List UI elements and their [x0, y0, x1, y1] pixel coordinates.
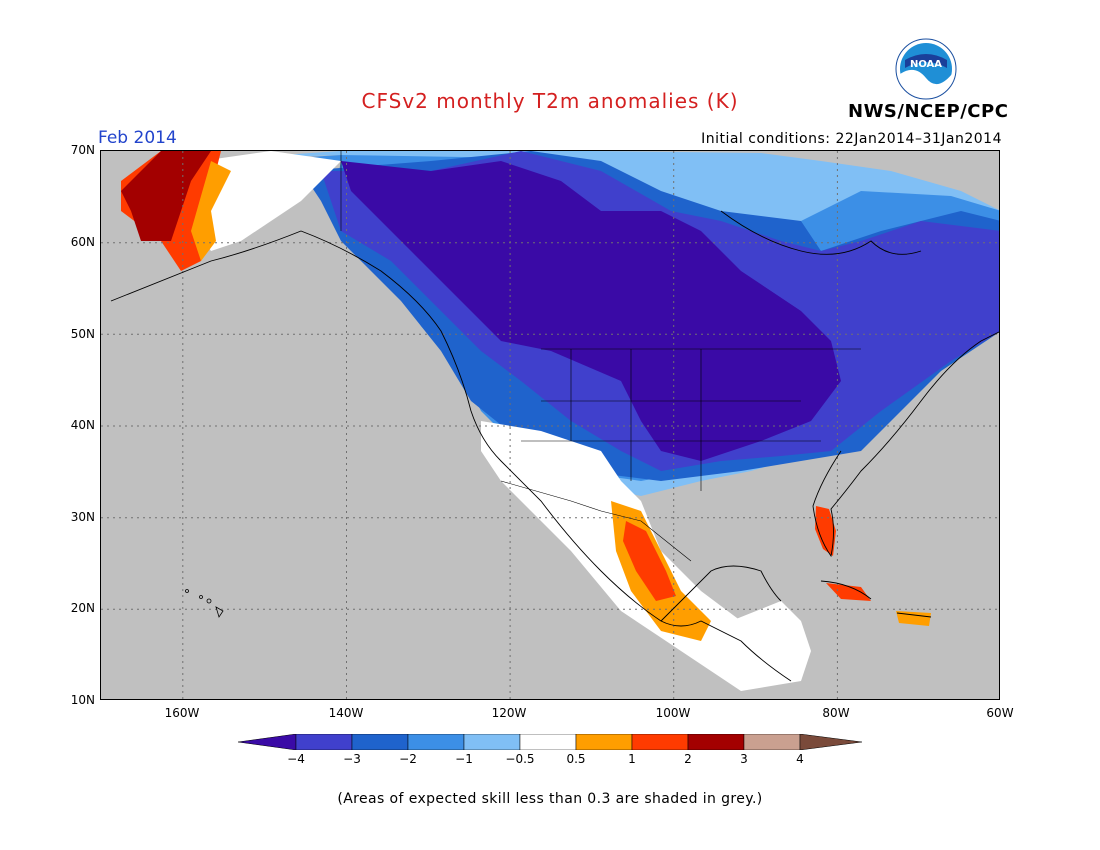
legend-swatch-2-1	[407, 734, 465, 750]
lon-label-160w: 160W	[164, 706, 200, 720]
lon-label-60w: 60W	[986, 706, 1014, 720]
legend-label-p05: 0.5	[566, 752, 586, 766]
noaa-logo: NOAA	[895, 38, 957, 100]
legend-swatch-2-3	[687, 734, 745, 750]
legend-label-p4: 4	[796, 752, 804, 766]
skill-note: (Areas of expected skill less than 0.3 a…	[337, 791, 763, 807]
legend-swatch-1-05	[463, 734, 521, 750]
forecast-month: Feb 2014	[98, 128, 177, 148]
anomaly-region-mexico-warm	[623, 521, 676, 601]
lon-label-140w: 140W	[328, 706, 364, 720]
legend-swatch-3-2	[351, 734, 409, 750]
legend-label-p1: 1	[628, 752, 636, 766]
lat-label-60: 60N	[70, 235, 95, 249]
legend-label-m05: −0.5	[505, 752, 535, 766]
lon-label-80w: 80W	[822, 706, 850, 720]
anomaly-region-caribbean-orange	[896, 611, 931, 626]
lat-label-30: 30N	[70, 510, 95, 524]
political-borders	[340, 151, 861, 562]
legend-swatch-lt-4	[238, 734, 297, 750]
legend-swatch-4-3	[295, 734, 353, 750]
legend-label-p3: 3	[740, 752, 748, 766]
anomaly-region-central-america	[731, 601, 811, 681]
hawaii-islands	[185, 589, 224, 618]
lat-label-40: 40N	[70, 418, 95, 432]
legend-label-m4: −4	[287, 752, 305, 766]
anomaly-map	[101, 151, 999, 699]
lon-label-100w: 100W	[655, 706, 691, 720]
lat-label-10: 10N	[70, 693, 95, 707]
legend-label-m2: −2	[399, 752, 417, 766]
coastlines	[110, 210, 999, 682]
legend-swatch-neutral	[519, 734, 577, 750]
anomaly-region-alaska-orange	[191, 161, 231, 261]
anomaly-region-cuba-warm	[826, 583, 871, 601]
logo-text: NOAA	[910, 59, 942, 70]
legend-label-m1: −1	[455, 752, 473, 766]
anomaly-region-alaska-strong-warm	[121, 151, 211, 241]
legend-swatch-gt-4	[799, 734, 862, 750]
lat-label-50: 50N	[70, 327, 95, 341]
anomaly-region-florida-warm	[815, 506, 836, 556]
legend-swatch-1-2	[631, 734, 689, 750]
legend-colorbar	[238, 734, 862, 750]
lat-label-70: 70N	[70, 143, 95, 157]
map-gridlines	[101, 151, 999, 699]
legend-label-p2: 2	[684, 752, 692, 766]
initial-conditions: Initial conditions: 22Jan2014–31Jan2014	[701, 131, 1002, 147]
legend-swatch-05-1	[575, 734, 633, 750]
map-panel	[100, 150, 1000, 700]
map-title: CFSv2 monthly T2m anomalies (K)	[361, 89, 739, 113]
legend-swatch-3-4	[743, 734, 801, 750]
legend-label-m3: −3	[343, 752, 361, 766]
agency-label: NWS/NCEP/CPC	[848, 101, 1009, 122]
lon-label-120w: 120W	[491, 706, 527, 720]
lat-label-20: 20N	[70, 601, 95, 615]
anomaly-region-strong-cold	[341, 161, 841, 461]
